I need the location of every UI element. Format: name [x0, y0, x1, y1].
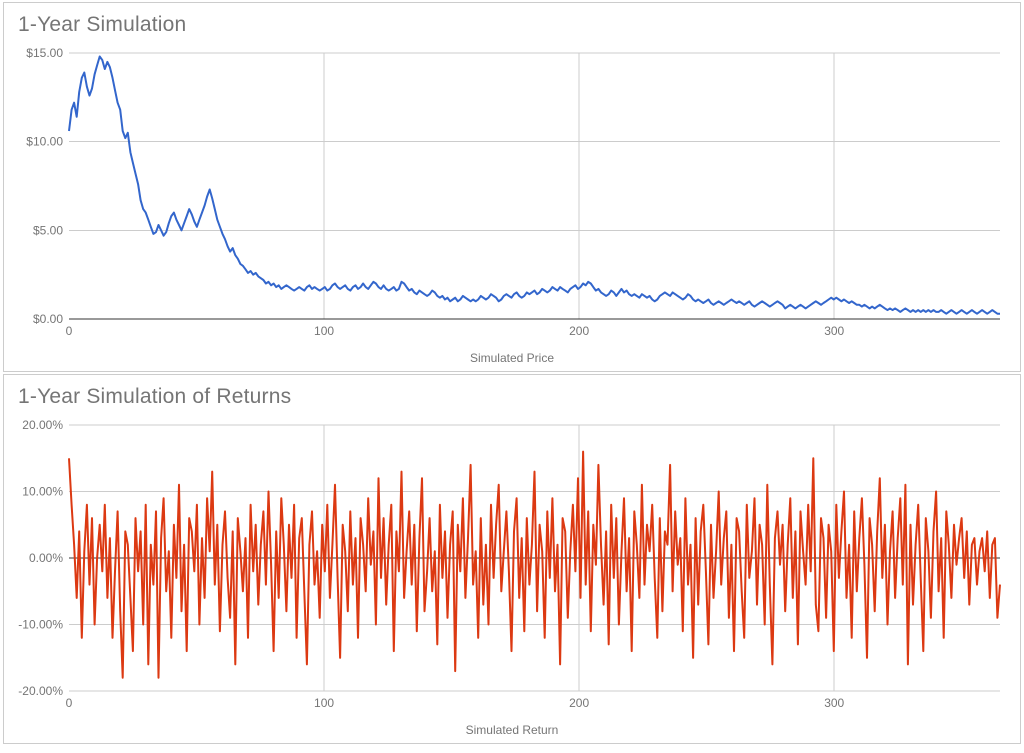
- svg-text:200: 200: [569, 324, 589, 338]
- chart1-xlabel: Simulated Price: [4, 351, 1020, 365]
- returns-simulation-panel: 1-Year Simulation of Returns 0 100 200 300 -…: [3, 374, 1021, 744]
- price-simulation-panel: 1-Year Simulation 0 100 200 300 $0.00 $5.00 $1…: [3, 2, 1021, 372]
- svg-text:$0.00: $0.00: [33, 312, 63, 326]
- svg-text:0.00%: 0.00%: [29, 551, 63, 565]
- chart2-xlabel: Simulated Return: [4, 723, 1020, 737]
- svg-text:10.00%: 10.00%: [22, 485, 63, 499]
- svg-text:$10.00: $10.00: [26, 135, 63, 149]
- chart2-svg: 0 100 200 300 -20.00% -10.00% 0.00% 10.00% 20.00…: [14, 417, 1010, 713]
- svg-text:100: 100: [314, 324, 334, 338]
- chart1-area: 0 100 200 300 $0.00 $5.00 $10.00 $15.00: [14, 45, 1010, 341]
- svg-text:300: 300: [824, 696, 844, 710]
- svg-text:20.00%: 20.00%: [22, 418, 63, 432]
- svg-text:300: 300: [824, 324, 844, 338]
- chart2-title: 1-Year Simulation of Returns: [4, 375, 1020, 411]
- svg-text:100: 100: [314, 696, 334, 710]
- svg-text:0: 0: [66, 696, 73, 710]
- chart1-svg: 0 100 200 300 $0.00 $5.00 $10.00 $15.00: [14, 45, 1010, 341]
- svg-text:-10.00%: -10.00%: [18, 618, 63, 632]
- chart2-area: 0 100 200 300 -20.00% -10.00% 0.00% 10.00% 20.00…: [14, 417, 1010, 713]
- svg-text:0: 0: [66, 324, 73, 338]
- svg-text:$5.00: $5.00: [33, 223, 63, 237]
- svg-text:-20.00%: -20.00%: [18, 684, 63, 698]
- chart1-title: 1-Year Simulation: [4, 3, 1020, 39]
- svg-text:$15.00: $15.00: [26, 46, 63, 60]
- svg-text:200: 200: [569, 696, 589, 710]
